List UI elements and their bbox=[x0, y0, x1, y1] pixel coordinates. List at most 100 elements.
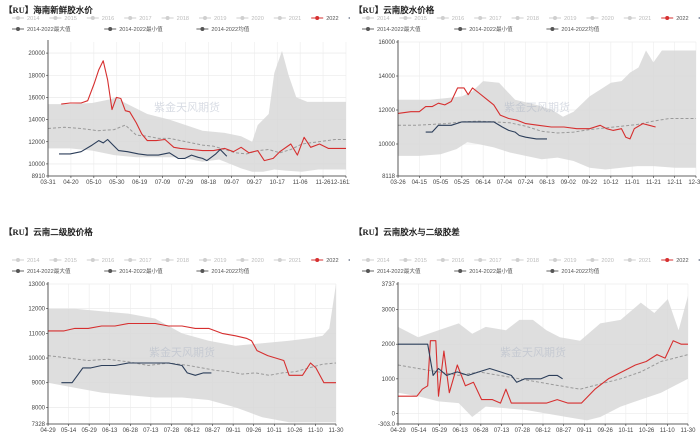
legend-item-2014[interactable]: 2014 bbox=[12, 258, 39, 264]
legend-item-stat-0[interactable]: 2014-2022最大值 bbox=[362, 267, 421, 275]
legend-marker bbox=[590, 258, 595, 262]
legend-marker bbox=[165, 16, 170, 20]
legend-label: 2020 bbox=[251, 16, 263, 22]
legend-label: 2018 bbox=[527, 258, 539, 264]
legend-marker bbox=[240, 258, 245, 262]
legend-item-2016[interactable]: 2016 bbox=[86, 16, 114, 22]
legend-item-2014[interactable]: 2014 bbox=[362, 16, 389, 22]
y-tick-label: 8118 bbox=[382, 174, 396, 180]
y-tick-label: 0 bbox=[392, 412, 396, 418]
legend-item-2018[interactable]: 2018 bbox=[511, 258, 539, 264]
legend-marker bbox=[478, 16, 483, 20]
series-line-2023 bbox=[425, 121, 547, 140]
series-line-2022 bbox=[48, 322, 336, 384]
legend-item-2015[interactable]: 2015 bbox=[399, 16, 427, 22]
y-tick-label: 3000 bbox=[382, 308, 396, 314]
legend-item-2015[interactable]: 2015 bbox=[49, 16, 77, 22]
legend-item-2018[interactable]: 2018 bbox=[511, 16, 539, 22]
legend-item-2022[interactable]: 2022 bbox=[311, 16, 339, 22]
legend-marker bbox=[16, 27, 20, 31]
x-tick-label: 08-18 bbox=[201, 180, 217, 186]
legend-item-2021[interactable]: 2021 bbox=[623, 258, 651, 264]
legend-item-stat-2[interactable]: 2014-2022均值 bbox=[196, 267, 250, 275]
legend-item-2016[interactable]: 2016 bbox=[436, 258, 464, 264]
legend-item-stat-2[interactable]: 2014-2022均值 bbox=[546, 267, 600, 275]
chart-panel-hainan-latex: 【RU】海南新鲜胶水价 2014 2015 2016 2017 2018 2019 2020… bbox=[0, 0, 350, 222]
legend-item-stat-1[interactable]: 2014-2022最小值 bbox=[454, 267, 513, 275]
legend-label: 2014-2022最小值 bbox=[119, 267, 163, 275]
legend-label: 2014-2022最大值 bbox=[27, 25, 71, 33]
x-tick-label: 09-22 bbox=[582, 180, 598, 186]
x-tick-label: 05-25 bbox=[454, 180, 470, 186]
legend-item-stat-2[interactable]: 2014-2022均值 bbox=[546, 25, 600, 33]
legend-item-2019[interactable]: 2019 bbox=[549, 258, 576, 264]
y-tick-label: 16000 bbox=[28, 95, 45, 101]
series-line-2023 bbox=[59, 138, 228, 162]
legend-item-2018[interactable]: 2018 bbox=[161, 16, 189, 22]
legend-item-2020[interactable]: 2020 bbox=[586, 16, 614, 22]
y-tick-label: 16000 bbox=[378, 40, 395, 46]
mean-line bbox=[398, 118, 696, 134]
legend-item-2015[interactable]: 2015 bbox=[399, 258, 427, 264]
legend-marker bbox=[366, 16, 370, 20]
legend-item-2018[interactable]: 2018 bbox=[161, 258, 189, 264]
x-tick-label: 09-11 bbox=[226, 428, 242, 434]
legend-label: 2014-2022最小值 bbox=[469, 25, 513, 33]
legend-item-2019[interactable]: 2019 bbox=[199, 258, 226, 264]
legend-marker bbox=[108, 27, 113, 31]
legend-item-2014[interactable]: 2014 bbox=[12, 16, 39, 22]
x-tick-label: 05-10 bbox=[86, 180, 102, 186]
legend-item-2014[interactable]: 2014 bbox=[362, 258, 389, 264]
mean-line bbox=[47, 124, 346, 155]
legend: 2014201520162017201820192020202120222023… bbox=[362, 258, 700, 275]
legend-item-2020[interactable]: 2020 bbox=[236, 258, 264, 264]
legend-item-stat-1[interactable]: 2014-2022最小值 bbox=[104, 25, 163, 33]
legend-item-2017[interactable]: 2017 bbox=[124, 16, 152, 22]
range-band bbox=[398, 50, 696, 170]
legend-item-2021[interactable]: 2021 bbox=[273, 258, 301, 264]
legend-marker bbox=[553, 258, 557, 262]
x-tick-label: 05-14 bbox=[411, 428, 427, 434]
legend-item-2016[interactable]: 2016 bbox=[86, 258, 114, 264]
legend-item-stat-0[interactable]: 2014-2022最大值 bbox=[362, 25, 421, 33]
legend-item-2016[interactable]: 2016 bbox=[436, 16, 464, 22]
legend-marker bbox=[315, 16, 320, 20]
legend-item-2020[interactable]: 2020 bbox=[236, 16, 264, 22]
legend-item-2022[interactable]: 2022 bbox=[661, 16, 689, 22]
legend-item-stat-1[interactable]: 2014-2022最小值 bbox=[104, 267, 163, 275]
legend-item-2021[interactable]: 2021 bbox=[623, 16, 651, 22]
x-tick-label: 07-28 bbox=[164, 428, 180, 434]
legend-item-stat-2[interactable]: 2014-2022均值 bbox=[196, 25, 250, 33]
legend-label: 2017 bbox=[139, 16, 151, 22]
series-line-2022 bbox=[61, 60, 346, 162]
legend-item-stat-0[interactable]: 2014-2022最大值 bbox=[12, 267, 71, 275]
mean-line bbox=[47, 355, 337, 376]
watermark: 紫金天风期货 bbox=[149, 345, 215, 359]
x-tick-label: 07-29 bbox=[178, 180, 194, 186]
x-tick-label: 10-26 bbox=[639, 428, 655, 434]
legend-item-2020[interactable]: 2020 bbox=[586, 258, 614, 264]
legend-item-stat-1[interactable]: 2014-2022最小值 bbox=[454, 25, 513, 33]
legend-item-stat-0[interactable]: 2014-2022最大值 bbox=[12, 25, 71, 33]
legend-item-2015[interactable]: 2015 bbox=[49, 258, 77, 264]
legend-label: 2014 bbox=[27, 16, 39, 22]
legend: 2014201520162017201820192020202120222023… bbox=[12, 16, 350, 33]
y-tick-label: 14000 bbox=[28, 118, 45, 124]
legend-marker bbox=[53, 258, 58, 262]
legend-label: 2021 bbox=[289, 16, 301, 22]
legend-marker bbox=[108, 269, 113, 273]
y-tick-label: 12000 bbox=[28, 307, 45, 313]
legend-label: 2020 bbox=[601, 258, 613, 264]
x-tick-label: 11-06 bbox=[293, 180, 309, 186]
legend-item-2017[interactable]: 2017 bbox=[474, 16, 502, 22]
legend-item-2022[interactable]: 2022 bbox=[311, 258, 339, 264]
series-line-2022 bbox=[397, 87, 656, 140]
legend-item-2017[interactable]: 2017 bbox=[474, 258, 502, 264]
legend-item-2017[interactable]: 2017 bbox=[124, 258, 152, 264]
legend-label: 2021 bbox=[289, 258, 301, 264]
y-tick-label: -303.0 bbox=[378, 422, 396, 428]
legend-item-2022[interactable]: 2022 bbox=[661, 258, 689, 264]
legend-item-2019[interactable]: 2019 bbox=[549, 16, 576, 22]
legend-item-2019[interactable]: 2019 bbox=[199, 16, 226, 22]
legend-item-2021[interactable]: 2021 bbox=[273, 16, 301, 22]
